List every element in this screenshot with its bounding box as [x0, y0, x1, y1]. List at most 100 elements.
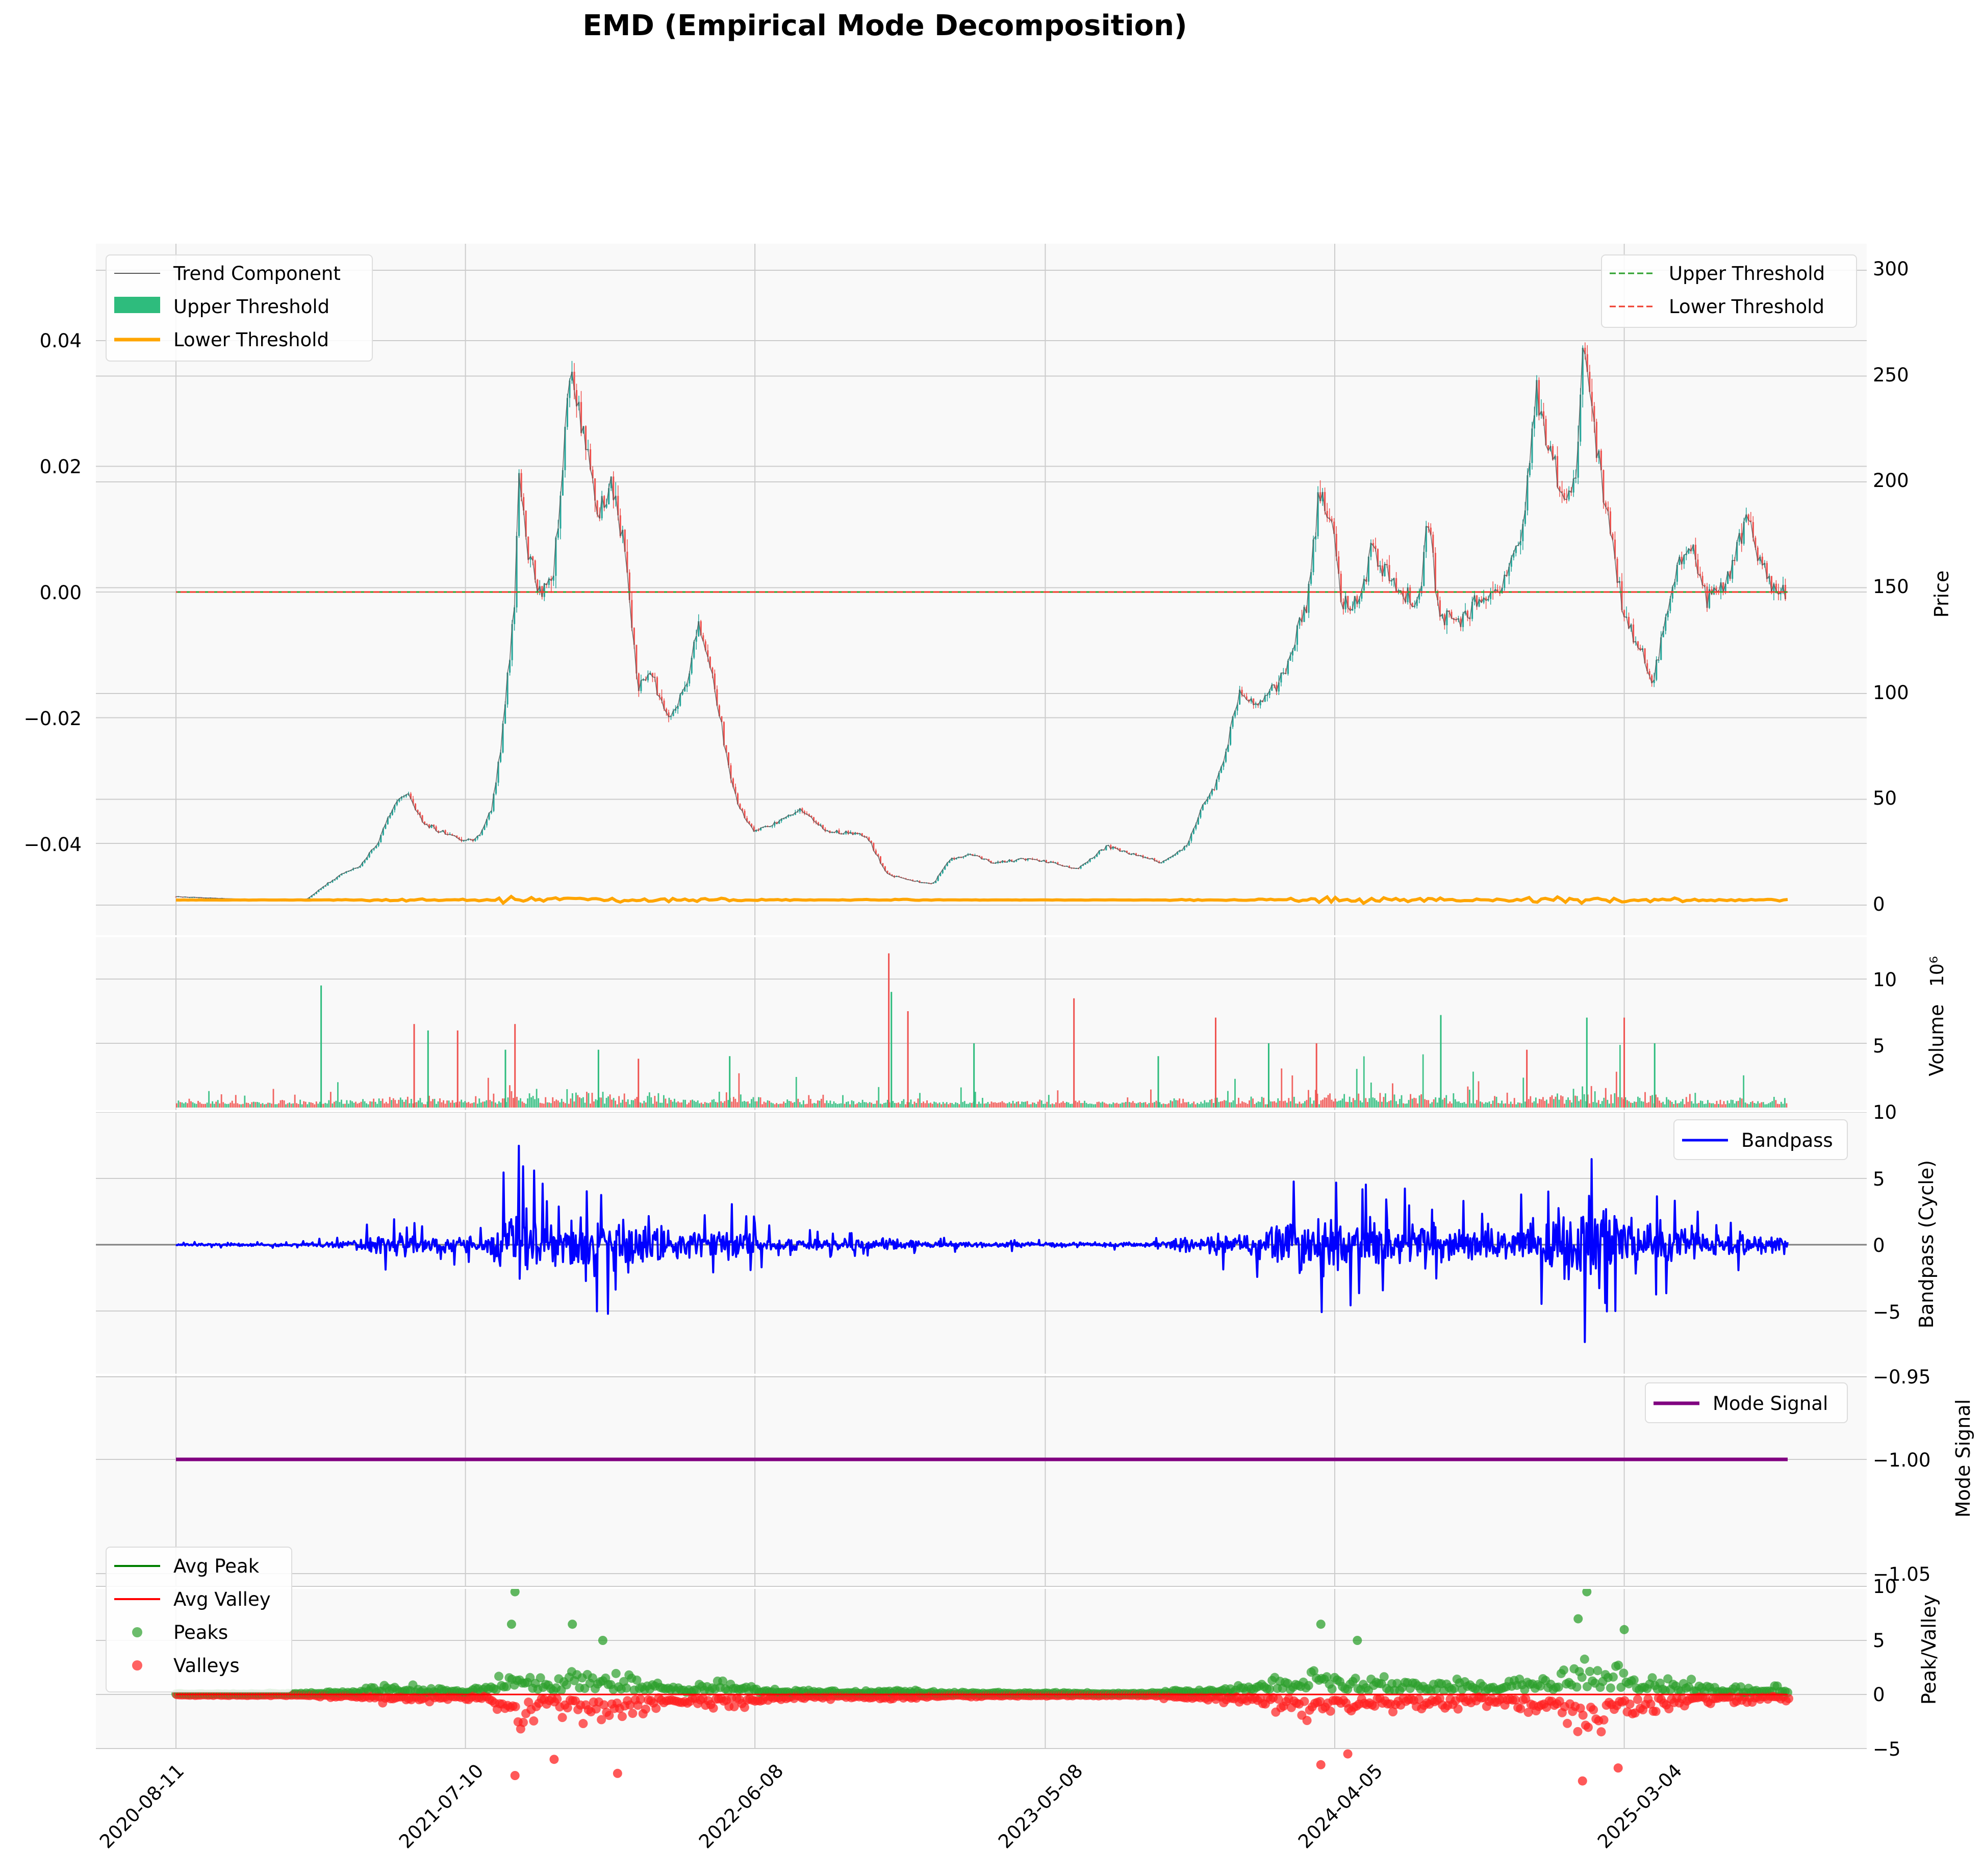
- valley-point: [1664, 1704, 1674, 1714]
- candle-body: [1192, 829, 1194, 834]
- volume-bar: [1053, 1104, 1055, 1108]
- candle-body: [555, 537, 557, 576]
- candle-body: [534, 560, 536, 580]
- volume-bar: [1252, 1098, 1254, 1108]
- candle-body: [1172, 856, 1174, 857]
- candle-body: [433, 825, 435, 827]
- volume-bar: [806, 1103, 808, 1108]
- valley-point: [1510, 1695, 1520, 1705]
- volume-bar: [1599, 1103, 1601, 1108]
- candle-body: [193, 897, 195, 898]
- candle-body: [1303, 607, 1305, 622]
- volume-bar: [285, 1104, 287, 1108]
- candle-body: [850, 832, 852, 834]
- volume-bar: [1510, 1101, 1512, 1108]
- volume-bar: [591, 1093, 593, 1108]
- volume-bar: [582, 1097, 584, 1108]
- candle-body: [1688, 548, 1690, 554]
- volume-bar: [655, 1101, 657, 1108]
- candle-body: [366, 857, 368, 860]
- volume-spike: [1440, 1015, 1442, 1108]
- candle-body: [665, 709, 668, 713]
- volume-bar: [405, 1099, 407, 1108]
- volume-bar: [790, 1101, 792, 1108]
- volume-bar: [1060, 1102, 1062, 1108]
- volume-bar: [752, 1097, 754, 1108]
- peak-point: [1351, 1674, 1360, 1683]
- volume-bar: [1524, 1101, 1526, 1108]
- volume-bar: [1714, 1104, 1716, 1108]
- volume-bar: [439, 1098, 441, 1108]
- volume-bar: [1209, 1099, 1211, 1108]
- candle-body: [718, 705, 720, 716]
- volume-bar: [1087, 1103, 1089, 1108]
- volume-bar: [1619, 1045, 1621, 1108]
- candle-body: [1759, 556, 1761, 561]
- volume-bar: [856, 1103, 858, 1108]
- volume-bar: [294, 1094, 296, 1108]
- volume-bar: [598, 1097, 600, 1108]
- candle-body: [1448, 610, 1450, 612]
- candle-body: [1329, 517, 1331, 519]
- volume-bar: [794, 1102, 796, 1108]
- volume-bar: [1533, 1101, 1535, 1108]
- volume-bar: [811, 1103, 813, 1108]
- volume-bar: [1617, 1097, 1619, 1108]
- candle-body: [1250, 698, 1252, 702]
- candle-body: [875, 850, 877, 855]
- volume-bar: [242, 1103, 244, 1108]
- candle-body: [760, 828, 762, 831]
- volume-bar: [801, 1104, 803, 1108]
- candle-body: [504, 704, 506, 724]
- volume-bar: [418, 1100, 419, 1108]
- mode-panel: [96, 1375, 1867, 1588]
- volume-bar: [951, 1103, 953, 1108]
- candle-body: [882, 863, 884, 867]
- volume-bar: [399, 1097, 401, 1108]
- candle-body: [815, 821, 817, 823]
- volume-bar: [459, 1101, 461, 1108]
- candle-body: [359, 866, 361, 868]
- volume-bar: [1485, 1102, 1487, 1108]
- volume-bar: [1264, 1104, 1266, 1108]
- volume-bar: [1035, 1104, 1037, 1108]
- candle-body: [557, 528, 559, 538]
- volume-bar: [1621, 1097, 1623, 1108]
- volume-bar: [1572, 1089, 1574, 1108]
- volume-bar: [1497, 1103, 1499, 1108]
- volume-bar: [1624, 1097, 1626, 1108]
- candle-body: [1552, 446, 1554, 460]
- volume-bar: [1418, 1095, 1420, 1108]
- candle-body: [520, 473, 522, 497]
- volume-bar: [1716, 1100, 1718, 1108]
- volume-bar: [1565, 1099, 1567, 1108]
- candle-body: [350, 870, 352, 871]
- volume-bar: [1768, 1103, 1770, 1108]
- candle-body: [1142, 855, 1144, 858]
- candle-body: [1167, 858, 1170, 860]
- volume-bar: [1553, 1099, 1555, 1108]
- volume-bar: [187, 1103, 188, 1108]
- candle-body: [1211, 789, 1213, 795]
- candle-body: [935, 881, 937, 883]
- volume-bar: [1673, 1104, 1675, 1108]
- volume-bar: [774, 1104, 776, 1108]
- volume-bar: [416, 1102, 418, 1108]
- volume-bar: [938, 1102, 940, 1108]
- candle-body: [550, 578, 552, 581]
- tick-label: 5: [1873, 1035, 1885, 1057]
- candle-body: [774, 822, 776, 826]
- candle-body: [769, 826, 771, 828]
- volume-bar: [623, 1093, 625, 1108]
- volume-bar: [1782, 1103, 1784, 1108]
- volume-bar: [213, 1103, 215, 1108]
- tick-label: −1.00: [1873, 1449, 1930, 1471]
- volume-bar: [1309, 1097, 1311, 1108]
- volume-bar: [736, 1102, 738, 1108]
- volume-bar: [1300, 1103, 1302, 1108]
- candle-body: [1460, 618, 1462, 627]
- volume-bar: [1127, 1097, 1129, 1108]
- volume-bar: [1753, 1103, 1756, 1108]
- volume-bar: [835, 1103, 836, 1108]
- volume-bar: [622, 1099, 624, 1108]
